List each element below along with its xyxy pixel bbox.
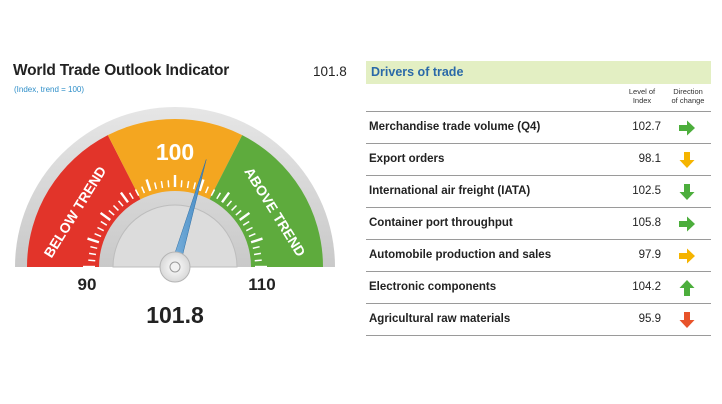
table-row: International air freight (IATA) 102.5 — [366, 176, 711, 208]
driver-label: Export orders — [369, 153, 445, 165]
gauge-tick — [100, 220, 108, 226]
column-header-direction-line1: Direction — [673, 87, 703, 96]
gauge-tick — [186, 180, 190, 189]
driver-value: 102.5 — [632, 185, 661, 197]
gauge-tick — [141, 186, 146, 194]
gauge-tick — [239, 211, 251, 221]
gauge-tick — [253, 252, 262, 256]
gauge-min-label: 90 — [78, 275, 97, 294]
driver-label: Merchandise trade volume (Q4) — [369, 121, 541, 133]
driver-value: 104.2 — [632, 281, 661, 293]
gauge-tick — [204, 186, 209, 194]
gauge-tick — [242, 220, 250, 226]
gauge-tick — [153, 182, 158, 190]
gauge-tick — [112, 204, 119, 211]
table-row: Merchandise trade volume (Q4) 102.7 — [366, 112, 711, 144]
gauge-tick — [192, 182, 197, 190]
gauge-tick — [145, 179, 152, 192]
table-row: Electronic components 104.2 — [366, 272, 711, 304]
gauge-tick — [90, 245, 98, 250]
arrow-right-icon — [679, 216, 695, 232]
driver-label: Container port throughput — [369, 217, 513, 229]
gauge-tick — [99, 211, 111, 221]
driver-label: Agricultural raw materials — [369, 313, 511, 325]
table-row: Agricultural raw materials 95.9 — [366, 304, 711, 336]
gauge-tick — [88, 259, 96, 262]
driver-value: 98.1 — [638, 153, 661, 165]
table-row: Container port throughput 105.8 — [366, 208, 711, 240]
arrow-down-icon — [679, 152, 695, 168]
column-header-level-line2: Index — [632, 96, 652, 105]
driver-label: Electronic components — [369, 281, 497, 293]
gauge-inner-face — [112, 204, 238, 268]
gauge-zone — [209, 135, 323, 267]
gauge-tick — [235, 209, 242, 216]
gauge-tick — [245, 226, 253, 232]
arrow-right-icon — [679, 248, 695, 264]
gauge-tick — [231, 204, 238, 211]
drivers-table: Merchandise trade volume (Q4) 102.7 Export… — [366, 111, 711, 336]
gauge-tick — [87, 237, 100, 244]
driver-label: Automobile production and sales — [369, 249, 552, 261]
gauge-tick — [216, 192, 222, 200]
chart-subtitle: (Index, trend = 100) — [14, 85, 85, 94]
gauge-tick — [108, 209, 115, 216]
table-row: Automobile production and sales 97.9 — [366, 240, 711, 272]
gauge-tick — [226, 200, 233, 207]
gauge-center-label: 100 — [156, 139, 194, 165]
gauge-tick — [117, 200, 124, 207]
arrow-right-icon — [679, 120, 695, 136]
gauge-tick — [160, 180, 164, 189]
column-header-level: Level of Index — [620, 87, 664, 105]
driver-value: 95.9 — [638, 313, 661, 325]
gauge-tick — [167, 180, 170, 188]
table-row: Export orders 98.1 — [366, 144, 711, 176]
drivers-header: Drivers of trade — [366, 61, 711, 84]
gauge-tick — [198, 179, 205, 192]
chart-title: World Trade Outlook Indicator — [13, 62, 230, 79]
gauge-hub — [169, 261, 181, 273]
arrow-up-icon — [679, 280, 695, 296]
driver-value: 102.7 — [632, 121, 661, 133]
gauge-tick — [134, 189, 140, 197]
gauge-tick — [252, 245, 260, 250]
gauge-tick — [254, 259, 262, 262]
gauge-tick — [221, 191, 231, 203]
gauge-tick — [250, 237, 263, 244]
driver-value: 105.8 — [632, 217, 661, 229]
gauge-tick — [88, 252, 97, 256]
column-header-direction: Direction of change — [665, 87, 711, 105]
gauge-zone — [27, 135, 141, 267]
arrow-down-icon — [679, 312, 695, 328]
gauge-value-label: 101.8 — [146, 302, 204, 328]
gauge-tick — [180, 180, 183, 188]
gauge-tick — [94, 233, 102, 238]
arrow-down-icon — [679, 184, 695, 200]
gauge-zone — [107, 118, 243, 200]
gauge-tick — [97, 226, 105, 232]
driver-value: 97.9 — [638, 249, 661, 261]
gauge-tick — [128, 192, 134, 200]
gauge-max-label: 110 — [248, 275, 275, 294]
gauge-tick — [119, 191, 129, 203]
column-header-direction-line2: of change — [671, 96, 705, 105]
gauge-tick — [248, 233, 256, 238]
column-header-level-line1: Level of — [628, 87, 656, 96]
gauge-tick — [210, 189, 216, 197]
indicator-value: 101.8 — [313, 64, 347, 79]
driver-label: International air freight (IATA) — [369, 185, 531, 197]
